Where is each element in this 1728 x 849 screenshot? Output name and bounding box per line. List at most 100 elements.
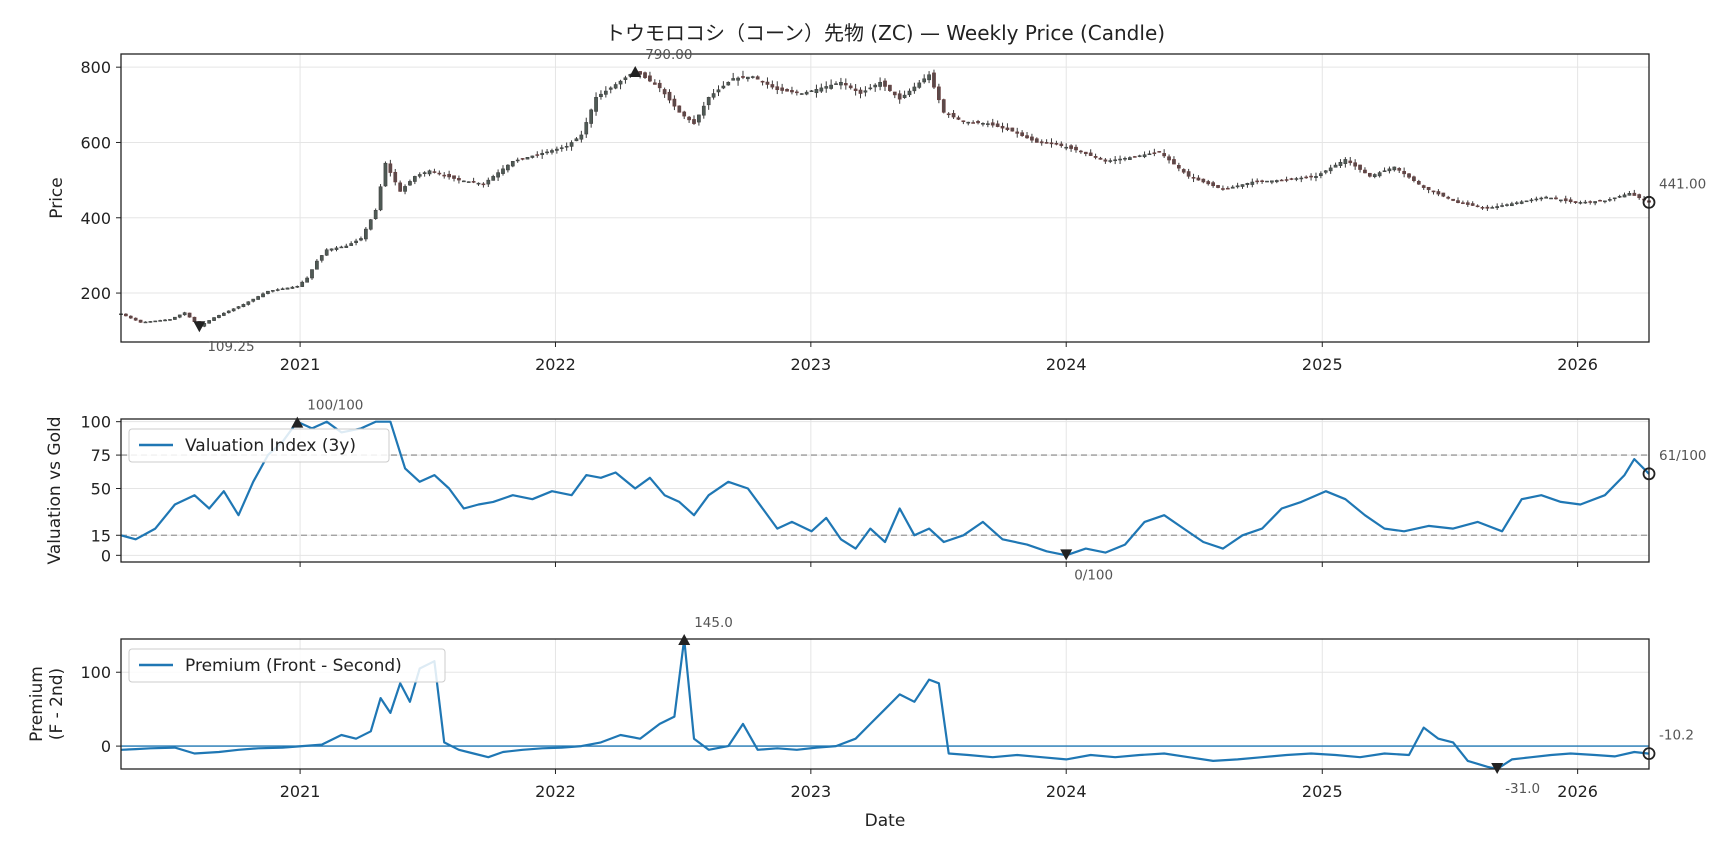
candle-body bbox=[1495, 206, 1500, 209]
candle-body bbox=[1284, 179, 1289, 181]
candle-body bbox=[731, 78, 736, 81]
candle-body bbox=[1558, 199, 1563, 202]
candle-body bbox=[471, 181, 476, 183]
x-tick-label: 2025 bbox=[1302, 355, 1343, 374]
candle-body bbox=[1093, 156, 1098, 158]
x-tick-label: 2024 bbox=[1046, 355, 1087, 374]
candle-body bbox=[236, 306, 241, 309]
last-annotation: 61/100 bbox=[1659, 448, 1707, 464]
x-tick-label: 2026 bbox=[1557, 355, 1598, 374]
candle-body bbox=[1563, 198, 1568, 202]
candle-body bbox=[1304, 176, 1309, 179]
candle-body bbox=[256, 296, 260, 300]
candle-body bbox=[403, 186, 407, 192]
candle-body bbox=[564, 145, 569, 148]
candle-body bbox=[1544, 196, 1549, 199]
x-tick-label: 2022 bbox=[535, 355, 576, 374]
candle-body bbox=[221, 312, 226, 316]
candle-body bbox=[1524, 200, 1529, 203]
candle-body bbox=[324, 249, 329, 256]
candle-body bbox=[378, 186, 383, 211]
candle-body bbox=[187, 312, 192, 318]
candle-body bbox=[442, 174, 447, 177]
candle-body bbox=[672, 98, 677, 107]
candle-body bbox=[515, 159, 520, 162]
candle-body bbox=[799, 93, 804, 95]
candle-body bbox=[1137, 155, 1142, 157]
candle-body bbox=[1113, 159, 1118, 162]
candle-body bbox=[1128, 157, 1132, 160]
candle-body bbox=[858, 89, 863, 94]
candle-body bbox=[834, 83, 838, 85]
candle-body bbox=[501, 168, 505, 174]
candle-body bbox=[173, 316, 177, 320]
candle-body bbox=[1529, 199, 1534, 202]
candle-body bbox=[1157, 151, 1162, 153]
candle-body bbox=[457, 178, 461, 181]
candle-body bbox=[1617, 196, 1622, 198]
candle-body bbox=[843, 83, 848, 86]
candles bbox=[119, 69, 1651, 328]
candle-body bbox=[682, 111, 687, 117]
candle-body bbox=[1470, 203, 1475, 206]
candle-body bbox=[270, 290, 275, 292]
candle-body bbox=[339, 246, 344, 249]
candle-body bbox=[966, 121, 971, 124]
candle-body bbox=[1005, 127, 1010, 130]
candle-body bbox=[1534, 198, 1539, 201]
candle-body bbox=[917, 82, 922, 88]
candle-body bbox=[1079, 150, 1083, 153]
candle-body bbox=[1211, 182, 1215, 187]
candle-body bbox=[280, 288, 285, 290]
candle-body bbox=[569, 142, 574, 147]
y-tick-label: 100 bbox=[80, 663, 111, 682]
candle-body bbox=[902, 94, 907, 98]
candle-body bbox=[995, 123, 1000, 127]
candle-body bbox=[726, 81, 731, 86]
candle-body bbox=[1132, 156, 1137, 158]
candle-body bbox=[790, 90, 794, 93]
candle-body bbox=[1588, 201, 1593, 203]
candle-body bbox=[770, 84, 775, 88]
candle-body bbox=[476, 182, 481, 185]
candle-body bbox=[1216, 185, 1220, 188]
candle-body bbox=[545, 151, 549, 154]
axes-frame bbox=[120, 53, 1650, 343]
candle-body bbox=[1103, 159, 1108, 162]
candle-body bbox=[1020, 132, 1024, 136]
y-axis-label-line: Premium bbox=[27, 666, 47, 742]
candle-body bbox=[1637, 194, 1642, 199]
candle-body bbox=[310, 269, 314, 279]
candle-body bbox=[1221, 188, 1225, 190]
candle-body bbox=[971, 122, 976, 124]
candle-body bbox=[1387, 168, 1392, 172]
y-tick-label: 600 bbox=[80, 133, 111, 152]
candle-body bbox=[1382, 170, 1387, 172]
candle-body bbox=[138, 319, 143, 323]
y-tick-label: 100 bbox=[80, 413, 111, 432]
candle-body bbox=[1554, 197, 1558, 200]
candle-body bbox=[883, 80, 887, 87]
candle-body bbox=[550, 150, 554, 153]
candle-body bbox=[1392, 166, 1397, 171]
candle-body bbox=[892, 91, 897, 96]
candle-body bbox=[408, 181, 412, 186]
candle-body bbox=[907, 90, 912, 96]
candle-body bbox=[1034, 138, 1039, 143]
candle-body bbox=[1333, 164, 1338, 168]
candle-body bbox=[603, 90, 608, 95]
candle-body bbox=[1431, 190, 1436, 193]
x-tick-label: 2026 bbox=[1557, 782, 1598, 801]
candle-body bbox=[168, 319, 172, 321]
candle-body bbox=[486, 179, 491, 185]
candle-body bbox=[251, 298, 256, 302]
candle-body bbox=[1348, 160, 1353, 164]
candle-body bbox=[535, 154, 540, 156]
candle-body bbox=[1441, 192, 1446, 197]
candle-body bbox=[354, 240, 358, 244]
candle-body bbox=[755, 76, 760, 80]
candle-body bbox=[285, 287, 290, 290]
candle-body bbox=[1475, 205, 1480, 208]
candle-body bbox=[662, 89, 667, 95]
max-annotation: 790.00 bbox=[645, 47, 692, 63]
